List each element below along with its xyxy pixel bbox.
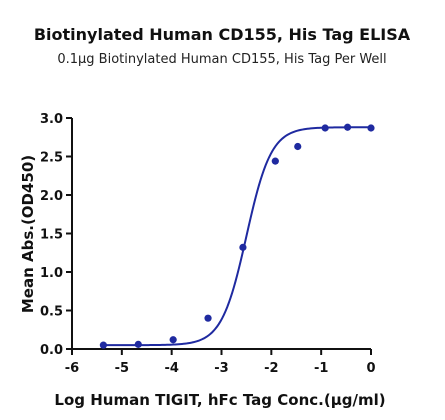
y-tick-label: 1.5 bbox=[40, 228, 63, 243]
x-axis-label: Log Human TIGIT, hFc Tag Conc.(μg/ml) bbox=[54, 391, 385, 409]
fit-curve bbox=[103, 126, 371, 347]
x-tick-label: 0 bbox=[366, 361, 375, 376]
y-tick-label: 0.5 bbox=[40, 305, 63, 320]
data-point bbox=[169, 336, 177, 344]
data-point bbox=[321, 124, 329, 132]
data-point bbox=[134, 340, 142, 348]
x-tick-label: -1 bbox=[314, 361, 328, 376]
x-tick-label: -5 bbox=[115, 361, 129, 376]
data-point bbox=[294, 142, 302, 151]
data-point bbox=[367, 124, 375, 132]
y-tick-label: 0.0 bbox=[40, 343, 63, 358]
y-tick-label: 2.5 bbox=[40, 151, 63, 166]
axes: 0.0 0.5 1.0 1.5 2.0 2.5 3.0 -6 -5 -4 -3 -2 -1 0 bbox=[40, 112, 376, 376]
data-point bbox=[99, 341, 107, 349]
x-tick-label: -4 bbox=[164, 361, 178, 376]
data-point bbox=[239, 243, 247, 251]
y-tick-label: 2.0 bbox=[40, 189, 63, 204]
x-tick-label: -3 bbox=[214, 361, 228, 376]
data-point bbox=[271, 157, 279, 165]
x-tick-label: -2 bbox=[264, 361, 278, 376]
y-tick-label: 3.0 bbox=[40, 112, 63, 127]
x-tick-label: -6 bbox=[65, 361, 79, 376]
plot-area bbox=[99, 123, 375, 349]
data-point bbox=[343, 123, 352, 131]
y-axis-label: Mean Abs.(OD450) bbox=[19, 155, 37, 313]
data-point bbox=[204, 314, 212, 322]
y-tick-label: 1.0 bbox=[40, 266, 63, 281]
chart-title: Biotinylated Human CD155, His Tag ELISA bbox=[34, 25, 411, 44]
chart-subtitle: 0.1μg Biotinylated Human CD155, His Tag … bbox=[57, 52, 386, 67]
